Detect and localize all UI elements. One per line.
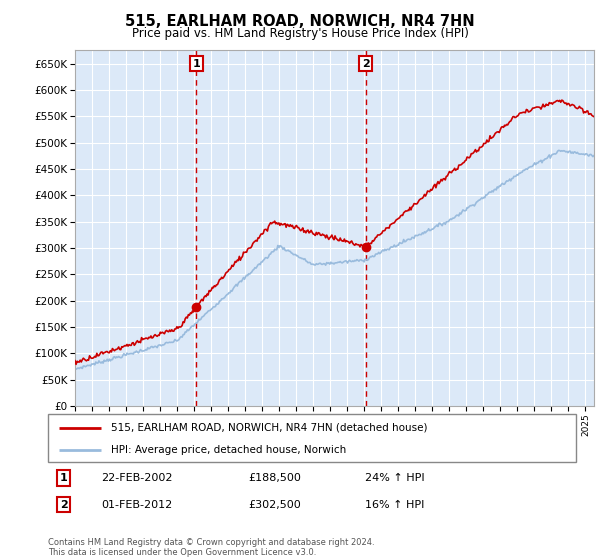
Text: £188,500: £188,500	[248, 473, 302, 483]
Text: 2: 2	[362, 59, 370, 68]
Text: 515, EARLHAM ROAD, NORWICH, NR4 7HN: 515, EARLHAM ROAD, NORWICH, NR4 7HN	[125, 14, 475, 29]
Text: £302,500: £302,500	[248, 500, 301, 510]
Text: 24% ↑ HPI: 24% ↑ HPI	[365, 473, 424, 483]
Text: Contains HM Land Registry data © Crown copyright and database right 2024.
This d: Contains HM Land Registry data © Crown c…	[48, 538, 374, 557]
Text: 1: 1	[192, 59, 200, 68]
Text: 2: 2	[60, 500, 68, 510]
Text: Price paid vs. HM Land Registry's House Price Index (HPI): Price paid vs. HM Land Registry's House …	[131, 27, 469, 40]
Text: 01-FEB-2012: 01-FEB-2012	[101, 500, 172, 510]
Text: 22-FEB-2002: 22-FEB-2002	[101, 473, 172, 483]
Text: HPI: Average price, detached house, Norwich: HPI: Average price, detached house, Norw…	[112, 445, 347, 455]
Text: 1: 1	[60, 473, 68, 483]
Text: 16% ↑ HPI: 16% ↑ HPI	[365, 500, 424, 510]
Text: 515, EARLHAM ROAD, NORWICH, NR4 7HN (detached house): 515, EARLHAM ROAD, NORWICH, NR4 7HN (det…	[112, 423, 428, 433]
